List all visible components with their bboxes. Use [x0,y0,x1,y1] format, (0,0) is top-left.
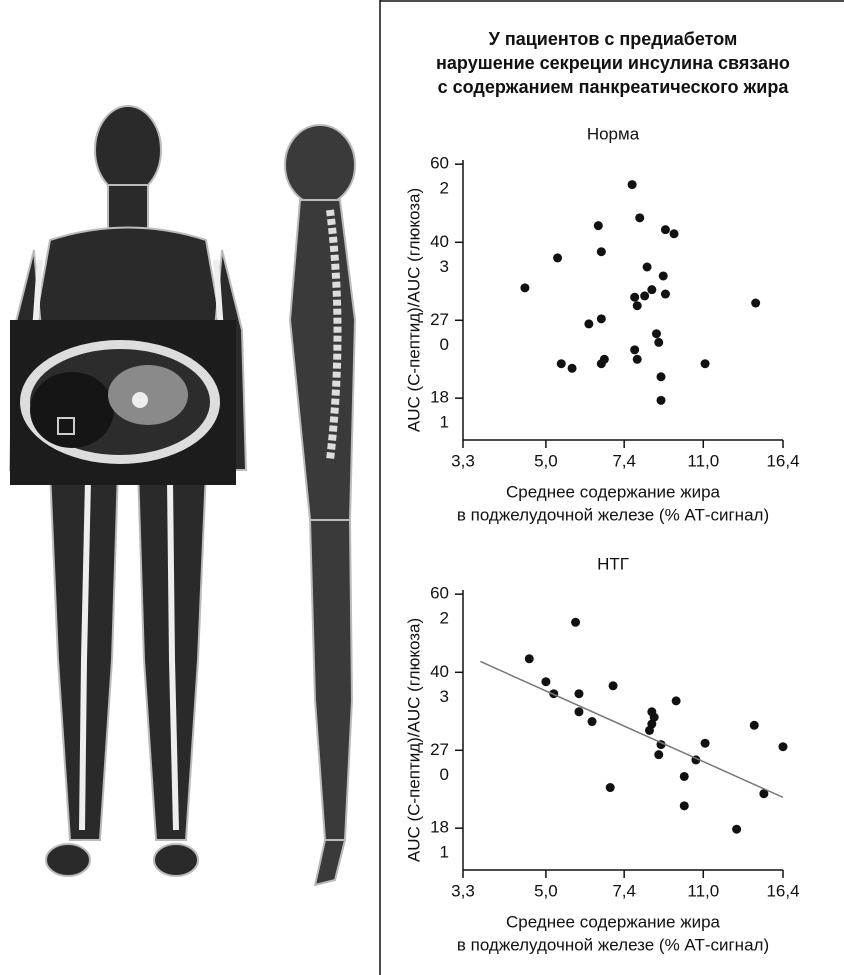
scatter-point [670,229,679,238]
scatter-point [701,739,710,748]
y-tick-label: 40 [430,232,449,251]
y-tick-label: 27 [430,740,449,759]
trend-line [480,661,783,797]
scatter-point [568,364,577,373]
scatter-point [640,291,649,300]
right-foot [154,844,198,876]
y-tick-label: 3 [440,687,449,706]
chart-subtitle: НТГ [597,554,629,573]
scatter-point [647,285,656,294]
sag-foot [315,840,345,885]
y-tick-label: 2 [440,609,449,628]
y-tick-label: 0 [440,335,449,354]
scatter-point [650,713,659,722]
scatter-point [661,290,670,299]
scatter-point [609,681,618,690]
y-tick-label: 3 [440,257,449,276]
scatter-point [633,355,642,364]
scatter-point [541,677,550,686]
scatter-point [594,221,603,230]
scatter-point [654,338,663,347]
y-tick-label: 1 [440,413,449,432]
y-axis-label: AUC (С-пептид)/AUC (глюкоза) [404,188,423,432]
scatter-point [597,314,606,323]
y-tick-label: 27 [430,310,449,329]
y-tick-label: 40 [430,662,449,681]
scatter-point [600,355,609,364]
scatter-point [657,396,666,405]
x-axis-label: в поджелудочной железе (% АТ-сигнал) [457,505,769,524]
y-tick-label: 60 [430,584,449,603]
x-tick-label: 3,3 [451,451,475,470]
neck [108,185,148,230]
scatter-point [661,225,670,234]
liver [30,372,114,448]
y-tick-label: 18 [430,818,449,837]
x-axis-label: в поджелудочной железе (% АТ-сигнал) [457,935,769,954]
y-tick-label: 60 [430,154,449,173]
scatter-point [779,742,788,751]
scatter-point [732,825,741,834]
sag-leg [310,520,352,840]
scatter-point [630,293,639,302]
figure: У пациентов с предиабетом нарушение секр… [0,0,844,975]
scatter-point [645,726,654,735]
x-tick-label: 11,0 [687,451,719,470]
scatter-point [606,783,615,792]
x-tick-label: 16,4 [766,881,799,900]
sag-torso [290,200,355,520]
y-axis-label: AUC (С-пептид)/AUC (глюкоза) [404,618,423,862]
y-tick-label: 0 [440,765,449,784]
scatter-point [525,654,534,663]
scatter-point [633,301,642,310]
x-axis-label: Среднее содержание жира [506,482,721,501]
x-axis-label: Среднее содержание жира [506,912,721,931]
scatter-point [751,299,760,308]
x-tick-label: 5,0 [534,451,558,470]
scatter-point [680,772,689,781]
scatter-point [628,180,637,189]
x-tick-label: 7,4 [612,451,636,470]
scatter-point [597,247,606,256]
scatter-point [557,359,566,368]
left-foot [46,844,90,876]
x-tick-label: 5,0 [534,881,558,900]
scatter-point [659,271,668,280]
y-tick-label: 1 [440,843,449,862]
scatter-point [657,372,666,381]
scatter-point [654,750,663,759]
scatter-point [571,618,580,627]
scatter-point [652,329,661,338]
x-tick-label: 16,4 [766,451,799,470]
scatter-point [584,319,593,328]
x-tick-label: 3,3 [451,881,475,900]
mri-illustration [10,106,355,885]
sag-head [285,125,355,205]
scatter-point [680,801,689,810]
scatter-point [520,283,529,292]
scatter-point [588,717,597,726]
y-tick-label: 2 [440,179,449,198]
y-tick-label: 18 [430,388,449,407]
chart-subtitle: Норма [587,124,640,143]
head [95,106,161,194]
scatter-point [635,213,644,222]
scatter-point [643,262,652,271]
figure-title: с содержанием панкреатического жира [438,77,790,97]
scatter-point [574,689,583,698]
figure-title: нарушение секреции инсулина связано [436,53,790,73]
scatter-point [574,707,583,716]
scatter-point [553,253,562,262]
figure-title: У пациентов с предиабетом [489,29,738,49]
x-tick-label: 7,4 [612,881,636,900]
scatter-point [750,721,759,730]
x-tick-label: 11,0 [687,881,719,900]
scatter-point [630,345,639,354]
scatter-point [672,696,681,705]
scatter-point [701,359,710,368]
